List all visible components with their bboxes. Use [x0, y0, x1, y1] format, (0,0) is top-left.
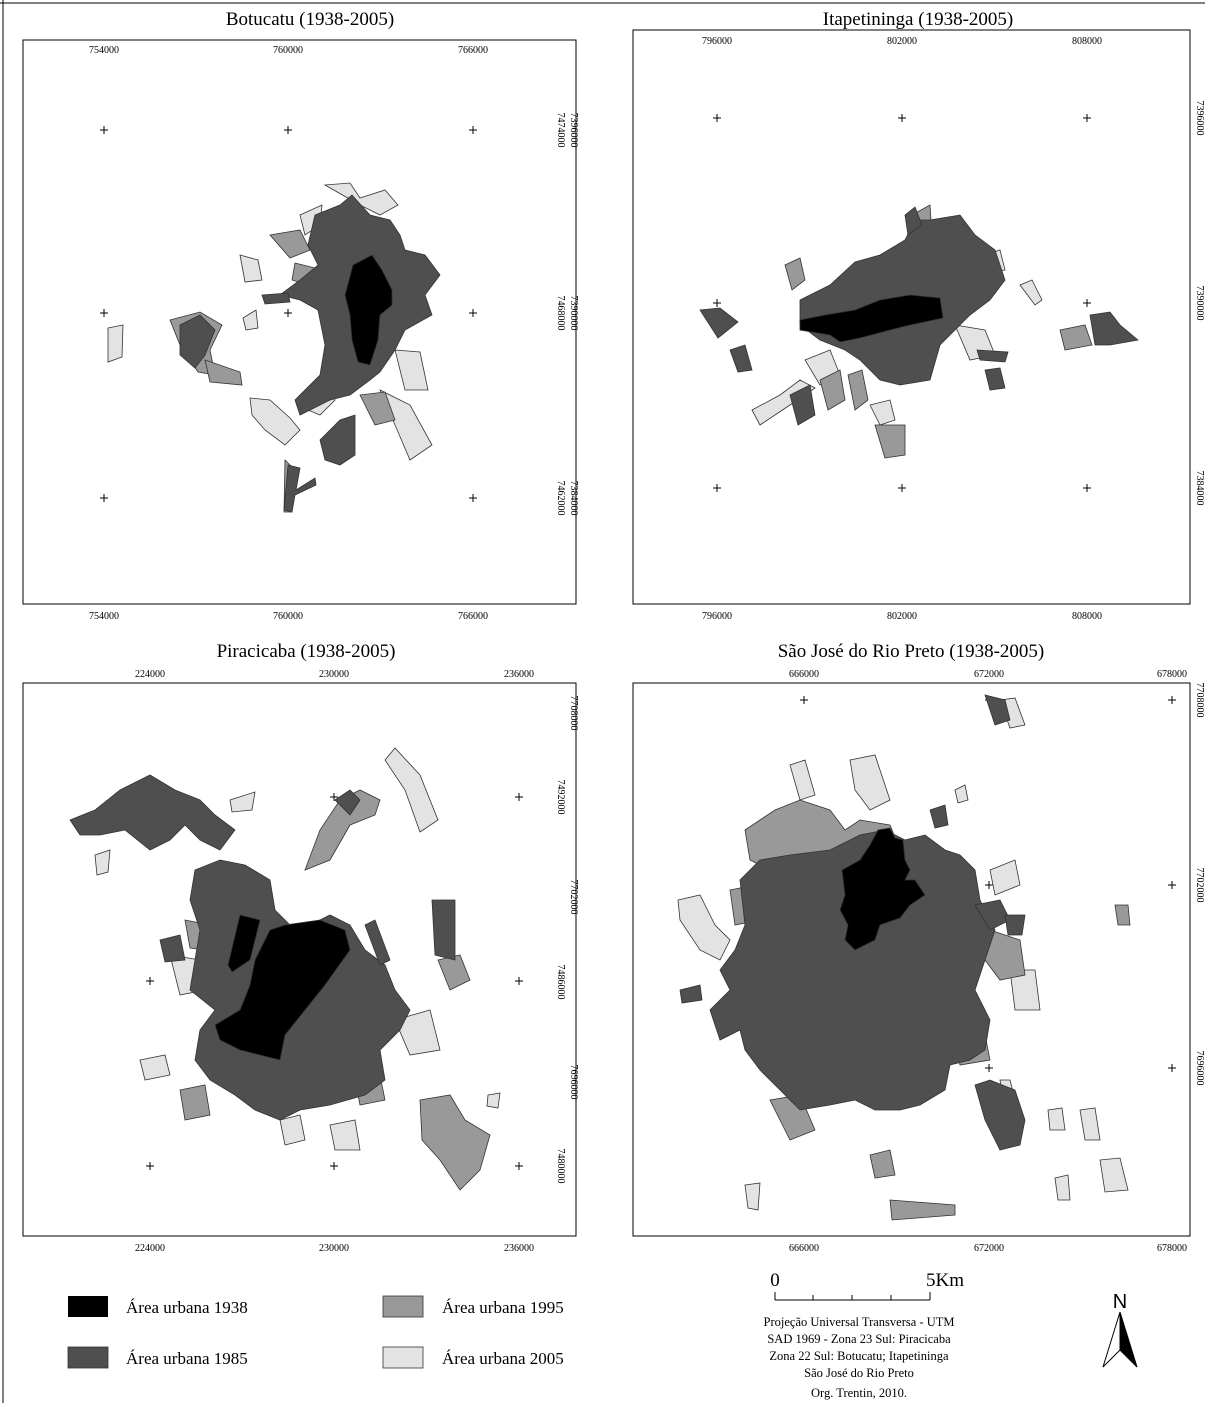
projection-line: São José do Rio Preto	[804, 1366, 914, 1380]
x-tick-bottom: 802000	[887, 611, 917, 622]
y-tick-right: 7384000	[1194, 471, 1205, 506]
x-tick-top: 754000	[89, 45, 119, 56]
y-tick-right-alt: 7462000	[555, 481, 566, 516]
map-sao-jose-do-rio-preto: São José do Rio Preto (1938-2005) 666000…	[632, 641, 1205, 1254]
y-tick-right-alt: 7486000	[555, 965, 566, 1000]
x-tick-top: 760000	[273, 45, 303, 56]
map-piracicaba: Piracicaba (1938-2005) 224000 230000 236…	[22, 641, 579, 1254]
x-tick-bottom: 760000	[273, 611, 303, 622]
x-tick-top: 808000	[1072, 36, 1102, 47]
map-frame-itapetininga	[632, 29, 1191, 605]
x-tick-top: 666000	[789, 669, 819, 680]
urban-areas-sjrp	[677, 694, 1131, 1221]
x-tick-bottom: 236000	[504, 1243, 534, 1254]
north-arrow: N	[1102, 1291, 1138, 1368]
projection-line: Projeção Universal Transversa - UTM	[764, 1315, 955, 1329]
y-tick-right: 7702000	[1194, 868, 1205, 903]
y-tick-right: 7696000	[568, 1065, 579, 1100]
x-tick-bottom: 678000	[1157, 1243, 1187, 1254]
x-tick-top: 224000	[135, 669, 165, 680]
y-tick-right: 7396000	[568, 113, 579, 148]
map-botucatu: Botucatu (1938-2005) 754000 760000 76600…	[22, 9, 579, 622]
legend: Área urbana 1938 Área urbana 1985 Área u…	[67, 1295, 564, 1369]
x-tick-top: 766000	[458, 45, 488, 56]
y-tick-right: 7390000	[568, 296, 579, 331]
legend-swatch-1938	[68, 1296, 108, 1317]
map-itapetininga: Itapetininga (1938-2005) 796000 802000 8…	[632, 9, 1205, 622]
legend-swatch-1985	[67, 1346, 109, 1369]
north-arrow-right	[1119, 1311, 1138, 1368]
y-tick-right: 7708000	[568, 696, 579, 731]
projection-line: Zona 22 Sul: Botucatu; Itapetininga	[769, 1349, 949, 1363]
y-tick-right: 7702000	[568, 880, 579, 915]
map-title-sjrp: São José do Rio Preto (1938-2005)	[778, 641, 1045, 662]
y-tick-right-alt: 7474000	[555, 113, 566, 148]
scale-line	[774, 1292, 931, 1301]
legend-label-1995: Área urbana 1995	[442, 1298, 564, 1317]
x-tick-top: 796000	[702, 36, 732, 47]
x-tick-bottom: 754000	[89, 611, 119, 622]
urban-areas-piracicaba	[69, 747, 501, 1191]
x-tick-top: 802000	[887, 36, 917, 47]
y-tick-right-alt: 7468000	[555, 296, 566, 331]
x-tick-top: 236000	[504, 669, 534, 680]
scale-start: 0	[770, 1270, 780, 1291]
map-title-piracicaba: Piracicaba (1938-2005)	[217, 641, 396, 662]
y-tick-right: 7384000	[568, 481, 579, 516]
projection-note: Projeção Universal Transversa - UTM SAD …	[764, 1315, 955, 1400]
x-tick-bottom: 224000	[135, 1243, 165, 1254]
x-tick-top: 230000	[319, 669, 349, 680]
projection-line: SAD 1969 - Zona 23 Sul: Piracicaba	[767, 1332, 951, 1346]
x-tick-bottom: 230000	[319, 1243, 349, 1254]
urban-areas-itapetininga	[699, 204, 1139, 459]
legend-label-1938: Área urbana 1938	[126, 1298, 248, 1317]
x-tick-bottom: 672000	[974, 1243, 1004, 1254]
y-tick-right: 7390000	[1194, 286, 1205, 321]
legend-label-1985: Área urbana 1985	[126, 1349, 248, 1368]
x-tick-top: 678000	[1157, 669, 1187, 680]
legend-swatch-2005	[382, 1346, 424, 1369]
x-tick-bottom: 796000	[702, 611, 732, 622]
credit: Org. Trentin, 2010.	[811, 1386, 907, 1400]
map-frame-piracicaba	[22, 682, 577, 1237]
map-frame-sjrp	[632, 682, 1191, 1237]
x-tick-top: 672000	[974, 669, 1004, 680]
x-tick-bottom: 666000	[789, 1243, 819, 1254]
x-tick-bottom: 766000	[458, 611, 488, 622]
y-tick-right: 7696000	[1194, 1051, 1205, 1086]
y-tick-right-alt: 7492000	[555, 780, 566, 815]
x-tick-bottom: 808000	[1072, 611, 1102, 622]
urban-areas-botucatu	[107, 182, 441, 513]
north-label: N	[1113, 1291, 1127, 1313]
map-frame-botucatu	[22, 39, 577, 605]
legend-swatch-1995	[382, 1295, 424, 1318]
scale-bar: 0 5Km	[770, 1270, 964, 1301]
scale-end: 5Km	[926, 1270, 964, 1291]
y-tick-right-alt: 7480000	[555, 1149, 566, 1184]
y-tick-right: 7708000	[1194, 683, 1205, 718]
map-title-itapetininga: Itapetininga (1938-2005)	[823, 9, 1013, 30]
y-tick-right: 7396000	[1194, 101, 1205, 136]
legend-label-2005: Área urbana 2005	[442, 1349, 564, 1368]
map-title-botucatu: Botucatu (1938-2005)	[226, 9, 394, 30]
